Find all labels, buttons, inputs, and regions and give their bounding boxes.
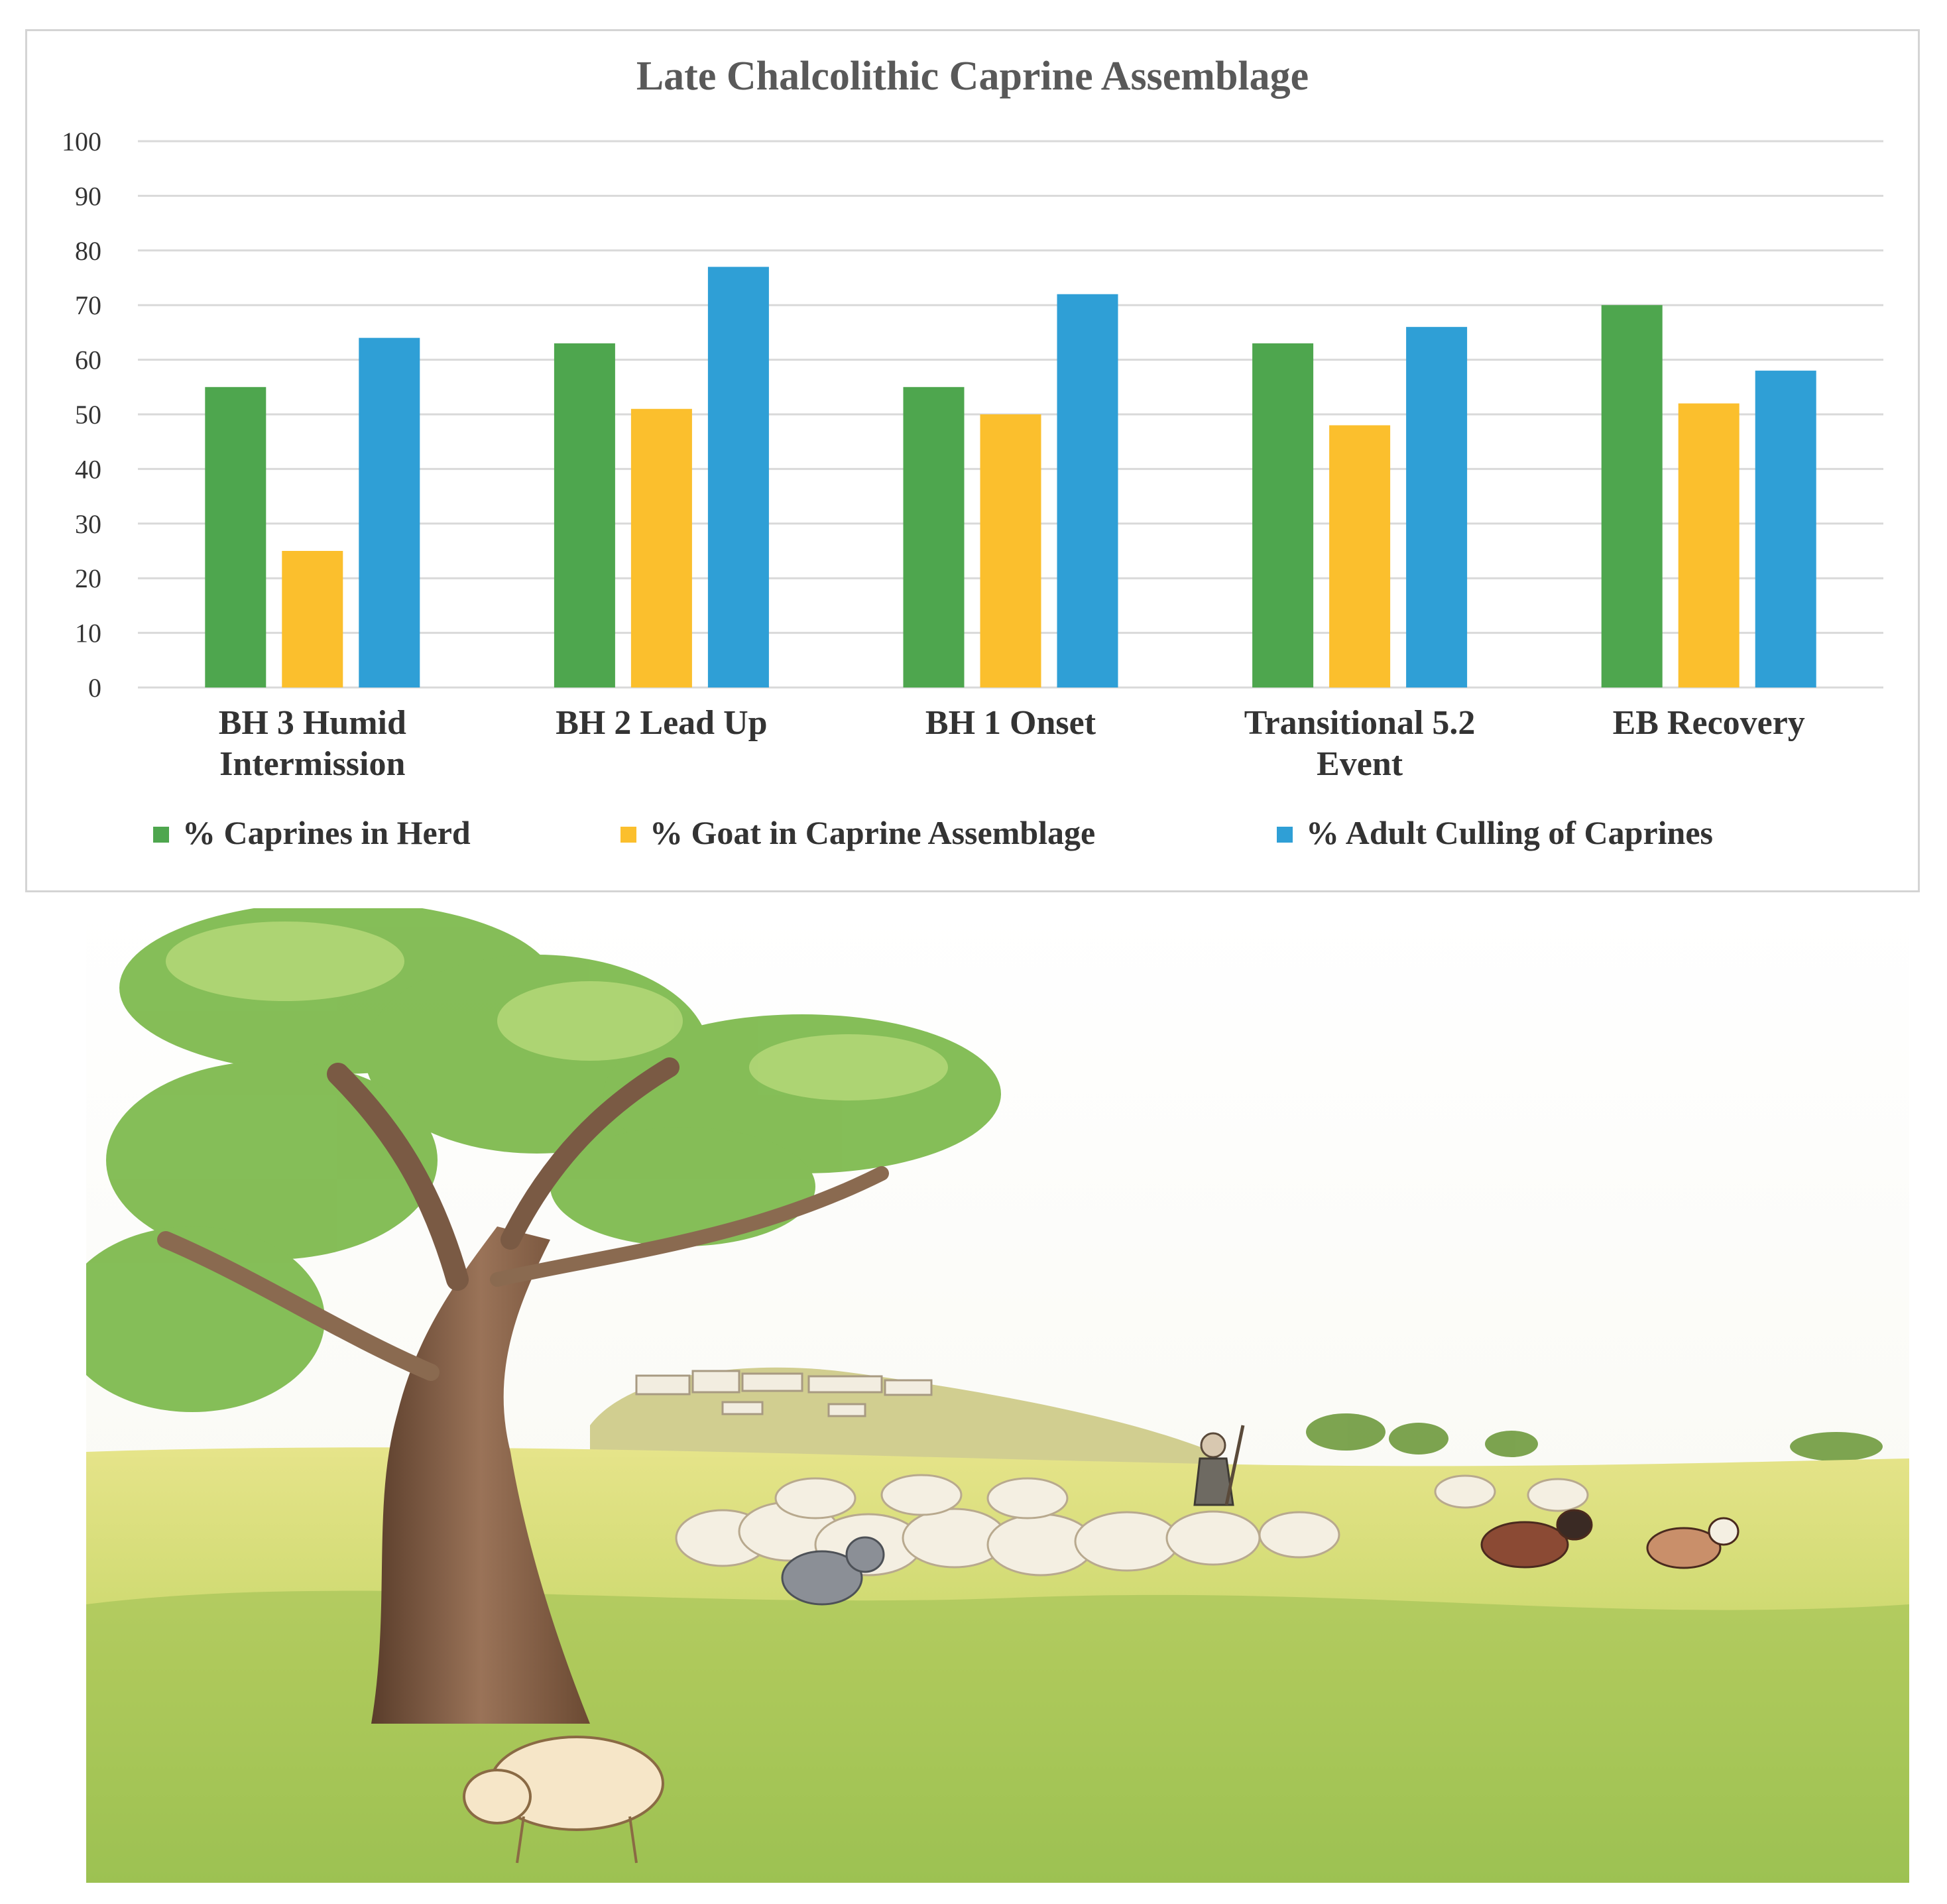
legend: % Caprines in Herd % Goat in Caprine Asse… — [153, 814, 1713, 851]
bar-culling — [1755, 371, 1816, 687]
legend-label: % Adult Culling of Caprines — [1306, 814, 1713, 851]
x-category-label: BH 1 Onset — [925, 704, 1096, 742]
y-tick-label: 0 — [88, 673, 101, 703]
goats — [1480, 1509, 1740, 1569]
legend-swatch — [153, 827, 169, 843]
x-category-label: BH 2 Lead Up — [556, 704, 767, 742]
y-axis-ticks: 0 10 20 30 40 50 60 70 80 90 100 — [62, 127, 101, 703]
chart-title: Late Chalcolithic Caprine Assemblage — [636, 54, 1309, 99]
sheep-flock — [675, 1474, 1589, 1577]
bar-culling — [1406, 327, 1468, 687]
y-tick-label: 90 — [75, 181, 101, 211]
bar-culling — [707, 267, 769, 687]
dark-sheep — [781, 1536, 885, 1606]
legend-label: % Goat in Caprine Assemblage — [650, 814, 1095, 851]
bar-goat — [980, 414, 1041, 687]
bar-caprines — [1601, 305, 1663, 687]
y-tick-label: 50 — [75, 400, 101, 430]
bar-goat — [630, 408, 692, 687]
y-tick-label: 80 — [75, 236, 101, 266]
x-category-label: Transitional 5.2 — [1244, 704, 1476, 742]
bar-caprines — [205, 387, 266, 687]
y-tick-label: 20 — [75, 564, 101, 593]
bar-culling — [359, 337, 420, 687]
bar-goat — [282, 551, 343, 687]
bar-goat — [1678, 403, 1740, 687]
dog-figure — [463, 1736, 664, 1864]
bar-culling — [1057, 294, 1118, 688]
bar-caprines — [903, 387, 965, 687]
bar-caprines — [554, 343, 615, 687]
chart-panel: Late Chalcolithic Caprine Assemblage 0 10… — [25, 29, 1920, 892]
y-tick-label: 30 — [75, 509, 101, 539]
x-category-label: EB Recovery — [1613, 704, 1805, 742]
bar-caprines — [1252, 343, 1314, 687]
bar-goat — [1329, 425, 1391, 687]
shepherd-figure — [1193, 1425, 1245, 1506]
x-category-label: BH 3 Humid — [219, 704, 406, 742]
bars — [205, 267, 1816, 688]
y-tick-label: 40 — [75, 454, 101, 484]
y-tick-label: 60 — [75, 345, 101, 375]
watercolor-illustration — [86, 908, 1909, 1883]
legend-swatch — [1277, 827, 1293, 843]
y-tick-label: 70 — [75, 290, 101, 320]
distant-trees — [1306, 1413, 1883, 1461]
hilltop-settlement — [635, 1370, 933, 1417]
legend-swatch — [620, 827, 636, 843]
field-shadow — [86, 1590, 1909, 1883]
distant-hill — [590, 1367, 1213, 1478]
tree-canopy-highlights — [166, 922, 948, 1101]
bar-chart: Late Chalcolithic Caprine Assemblage 0 10… — [62, 54, 1883, 851]
x-category-label: Intermission — [219, 745, 405, 783]
y-tick-label: 100 — [62, 127, 101, 156]
legend-label: % Caprines in Herd — [182, 814, 471, 851]
x-category-label: Event — [1317, 745, 1403, 783]
tree-trunk — [157, 1057, 889, 1724]
y-tick-label: 10 — [75, 619, 101, 648]
